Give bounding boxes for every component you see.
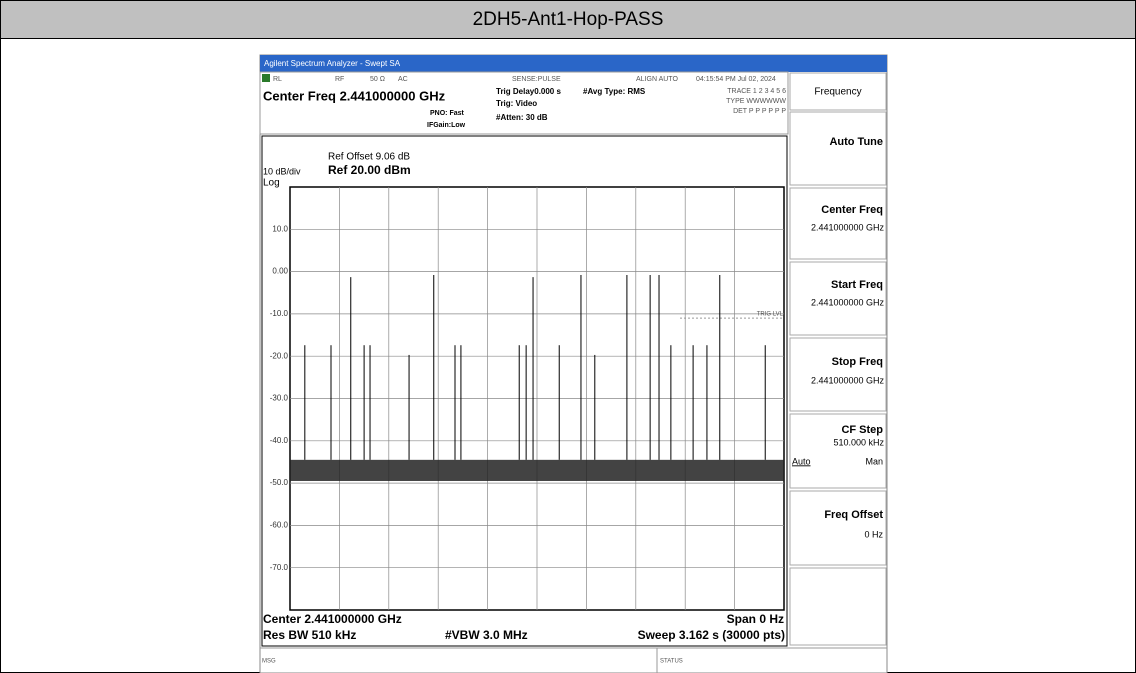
window-title: Agilent Spectrum Analyzer - Swept SA — [264, 59, 401, 68]
trace-type: TYPE WWWWWW — [726, 98, 786, 105]
softkey[interactable] — [789, 337, 887, 412]
softkey-label: Stop Freq — [832, 356, 883, 368]
softkey-option: Auto — [792, 456, 811, 466]
atten: #Atten: 30 dB — [496, 113, 548, 122]
softkey-value: 0 Hz — [864, 529, 883, 539]
softkey-value: 2.441000000 GHz — [811, 222, 885, 232]
status: STATUS — [660, 659, 683, 665]
y-tick-label: -10.0 — [270, 309, 289, 318]
softkey[interactable] — [789, 567, 887, 646]
noise-floor — [290, 459, 784, 481]
trig: Trig: Video — [496, 99, 537, 108]
status-text: SENSE:PULSE — [512, 76, 561, 83]
softkey-label: Start Freq — [831, 279, 883, 291]
status-text: RL — [273, 76, 282, 83]
status-text: 50 Ω — [370, 76, 385, 83]
softkey-option: Man — [865, 456, 883, 466]
avg-type: #Avg Type: RMS — [583, 87, 646, 96]
status-text: ALIGN AUTO — [636, 76, 678, 83]
softkey-label: Freq Offset — [824, 509, 883, 521]
y-tick-label: -30.0 — [270, 394, 289, 403]
status-text: AC — [398, 76, 408, 83]
span: Span 0 Hz — [727, 612, 784, 626]
softkey[interactable] — [789, 490, 887, 566]
page-title: 2DH5-Ant1-Hop-PASS — [473, 9, 664, 30]
msg: MSG — [262, 659, 276, 665]
y-tick-label: 10.0 — [272, 224, 288, 233]
y-tick-label: -40.0 — [270, 436, 289, 445]
center: Center 2.441000000 GHz — [263, 612, 402, 626]
center-freq-header: Center Freq 2.441000000 GHz — [263, 88, 446, 103]
softkey-label: Center Freq — [821, 204, 883, 216]
softkey[interactable] — [789, 111, 887, 186]
res-bw: Res BW 510 kHz — [263, 628, 356, 642]
y-tick-label: -60.0 — [270, 521, 289, 530]
softkey-label: CF Step — [841, 424, 883, 436]
y-tick-label: -20.0 — [270, 351, 289, 360]
vbw: #VBW 3.0 MHz — [445, 628, 528, 642]
softkey-value: 2.441000000 GHz — [811, 375, 885, 385]
ref-offset: Ref Offset 9.06 dB — [328, 152, 410, 163]
ifgain: IFGain:Low — [427, 122, 466, 129]
status-text: 04:15:54 PM Jul 02, 2024 — [696, 76, 776, 83]
sweep: Sweep 3.162 s (30000 pts) — [638, 628, 785, 642]
menu-title-box — [789, 72, 887, 111]
softkey-label: Auto Tune — [829, 136, 883, 148]
y-tick-label: 0.00 — [272, 267, 288, 276]
header-panel — [259, 71, 789, 135]
softkey-value: 510.000 kHz — [833, 437, 884, 447]
y-tick-label: -50.0 — [270, 478, 289, 487]
menu-title: Frequency — [814, 87, 861, 98]
scale: 10 dB/div — [263, 166, 301, 176]
det: DET P P P P P P — [733, 108, 786, 115]
y-tick-label: -70.0 — [270, 563, 289, 572]
trig-level: TRIG LVL — [757, 312, 784, 318]
ref-level: Ref 20.00 dBm — [328, 163, 411, 177]
trace: TRACE 1 2 3 4 5 6 — [727, 88, 786, 95]
status-text: RF — [335, 76, 344, 83]
softkey[interactable] — [789, 413, 887, 489]
softkey-value: 2.441000000 GHz — [811, 297, 885, 307]
pno: PNO: Fast — [430, 110, 465, 117]
window-titlebar — [260, 55, 887, 72]
trig-delay: Trig Delay0.000 s — [496, 87, 561, 96]
softkey[interactable] — [789, 261, 887, 336]
log-label: Log — [263, 178, 280, 189]
title-band — [0, 0, 1136, 39]
softkey[interactable] — [789, 187, 887, 260]
lxi-icon — [262, 74, 270, 82]
plot: 10.0 0.00 -10.0 -20.0 -30.0 -40.0 -50.0 -60.0 -7… — [270, 186, 785, 611]
